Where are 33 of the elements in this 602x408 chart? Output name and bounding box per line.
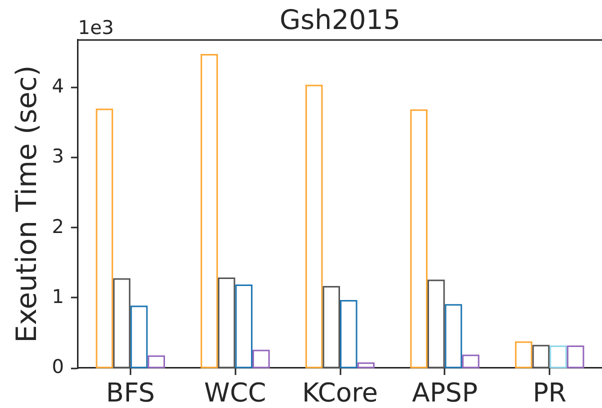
bar [444,304,462,368]
x-tick-label: BFS [106,378,155,408]
x-tick-label: APSP [412,378,478,408]
bar [218,278,236,368]
bar [515,341,532,368]
text: 1e3 [78,17,114,39]
bar [113,278,130,368]
bar [200,54,218,368]
bar [130,306,148,368]
bar [428,280,445,368]
bar [148,355,165,368]
y-tick-label: 3 [52,146,64,168]
bar [235,284,252,368]
bar [96,108,114,368]
bar [566,346,584,368]
y-tick-label: 2 [52,216,64,238]
y-tick-label: 0 [52,356,64,378]
bar [252,350,270,368]
bar [305,84,323,368]
x-tick-label: WCC [204,378,266,408]
x-tick-label: PR [532,378,566,408]
bar [410,109,428,368]
y-tick-label: 4 [52,76,64,98]
bar [550,346,567,368]
chart-title: Gsh2015 [280,5,400,36]
bar [532,344,550,368]
x-tick-label: KCore [302,378,378,408]
y-tick-label: 1 [52,286,64,308]
y-axis-title: Exeution Time (sec) [10,65,44,343]
bar [462,354,480,368]
bar [322,286,340,368]
bar [357,362,375,368]
bar [340,300,358,368]
